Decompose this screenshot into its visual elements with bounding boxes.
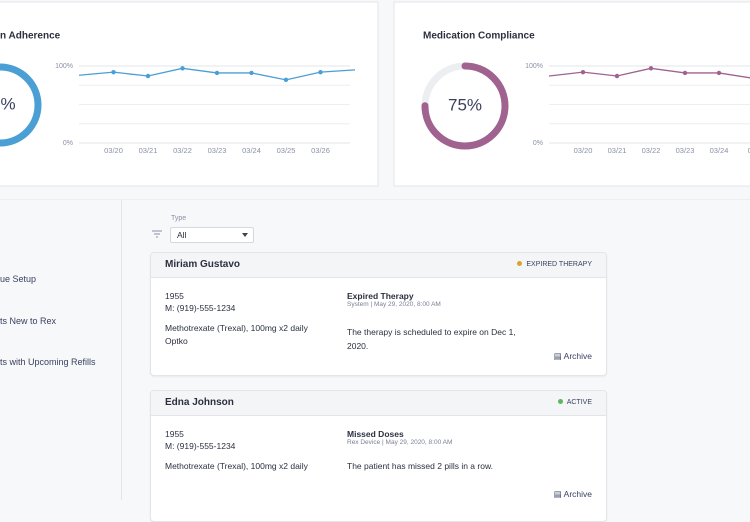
data-point (283, 77, 289, 83)
pharmacy: Optko (165, 336, 188, 346)
alert-title: Missed Doses (347, 429, 404, 439)
caret (242, 233, 248, 240)
card-header: Edna Johnson ACTIVE (151, 391, 606, 416)
card-header: Miriam Gustavo EXPIRED THERAPY (151, 253, 606, 278)
filter-value: All (177, 230, 187, 240)
donut-label: 75% (448, 95, 482, 114)
data-point (580, 69, 586, 75)
filter-label: Type (171, 215, 187, 222)
medication: Methotrexate (Trexal), 100mg x2 daily (165, 323, 308, 333)
phone: M: (919)-555-1234 (165, 303, 236, 313)
status-text: EXPIRED THERAPY (526, 261, 592, 268)
x-tick-label: 03/ (748, 146, 750, 155)
donut-label: % (0, 94, 15, 113)
x-tick-label: 03/20 (104, 146, 123, 155)
alert-source: System | May 29, 2020, 8:00 AM (347, 301, 441, 308)
alert-source: Rex Device | May 29, 2020, 8:00 AM (347, 439, 453, 446)
donut-arc (421, 62, 509, 150)
patient-card[interactable]: Miriam Gustavo EXPIRED THERAPY 1955 M: (… (150, 252, 607, 376)
status-text: ACTIVE (566, 399, 592, 406)
data-point (214, 70, 220, 76)
x-tick-label: 03/21 (608, 146, 627, 155)
data-point (318, 69, 323, 75)
data-point (249, 70, 254, 76)
patient-card[interactable]: Edna Johnson ACTIVE 1955 M: (919)-555-12… (150, 390, 607, 522)
chart-title: Medication Compliance (423, 31, 535, 42)
archive-button[interactable]: ▤ Archive (553, 351, 592, 361)
patient-name: Miriam Gustavo (165, 259, 241, 270)
data-point (648, 66, 654, 71)
archive-text: Archive (563, 351, 592, 361)
medication: Methotrexate (Trexal), 100mg x2 daily (165, 461, 308, 471)
x-tick-label: 03/20 (574, 146, 593, 155)
phone: M: (919)-555-1234 (165, 441, 236, 451)
status-dot (517, 261, 523, 266)
donut-ring (0, 63, 42, 147)
data-point (111, 69, 116, 75)
x-tick-label: 03/23 (676, 146, 695, 155)
data-point (614, 73, 620, 79)
y-tick-label: 0% (63, 140, 73, 147)
data-point (180, 66, 185, 71)
x-tick-label: 03/22 (642, 146, 661, 155)
sidebar-item[interactable]: ts with Upcoming Refills (0, 357, 96, 367)
data-point (716, 70, 722, 76)
alert-message: The patient has missed 2 pills in a row. (347, 461, 493, 471)
sidebar-item[interactable]: ue Setup (0, 274, 37, 284)
compliance-card (393, 1, 750, 187)
x-tick-label: 03/21 (139, 146, 158, 155)
x-tick-label: 03/25 (277, 146, 296, 155)
x-tick-label: 03/22 (173, 146, 192, 155)
y-tick-label: 100% (55, 63, 73, 70)
archive-text: Archive (563, 489, 592, 499)
status-dot (557, 399, 563, 404)
status: ACTIVE (557, 399, 592, 406)
filter-icon[interactable] (151, 229, 163, 239)
archive-button[interactable]: ▤ Archive (553, 489, 592, 499)
birth-year: 1955 (165, 291, 184, 301)
top-panels: n Adherence 0% 100% 03/20 03/21 03/22 03/23 03/… (0, 1, 750, 200)
alert-message: The therapy is scheduled to expire on De… (347, 327, 516, 351)
x-tick-label: 03/26 (311, 146, 330, 155)
patient-name: Edna Johnson (165, 397, 234, 408)
y-tick-label: 0% (533, 140, 543, 147)
x-tick-label: 03/24 (710, 146, 729, 155)
sidebar-item[interactable]: ts New to Rex (0, 316, 57, 326)
chart-title: n Adherence (0, 31, 61, 42)
x-tick-label: 03/24 (242, 146, 261, 155)
alert-title: Expired Therapy (347, 291, 414, 301)
sidebar-divider (121, 200, 122, 500)
y-tick-label: 100% (525, 63, 543, 70)
status: EXPIRED THERAPY (517, 261, 592, 268)
x-tick-label: 03/23 (208, 146, 227, 155)
birth-year: 1955 (165, 429, 184, 439)
adherence-card (0, 1, 379, 187)
data-point (145, 73, 151, 79)
filter-select[interactable]: All (170, 227, 254, 243)
data-point (682, 70, 688, 76)
